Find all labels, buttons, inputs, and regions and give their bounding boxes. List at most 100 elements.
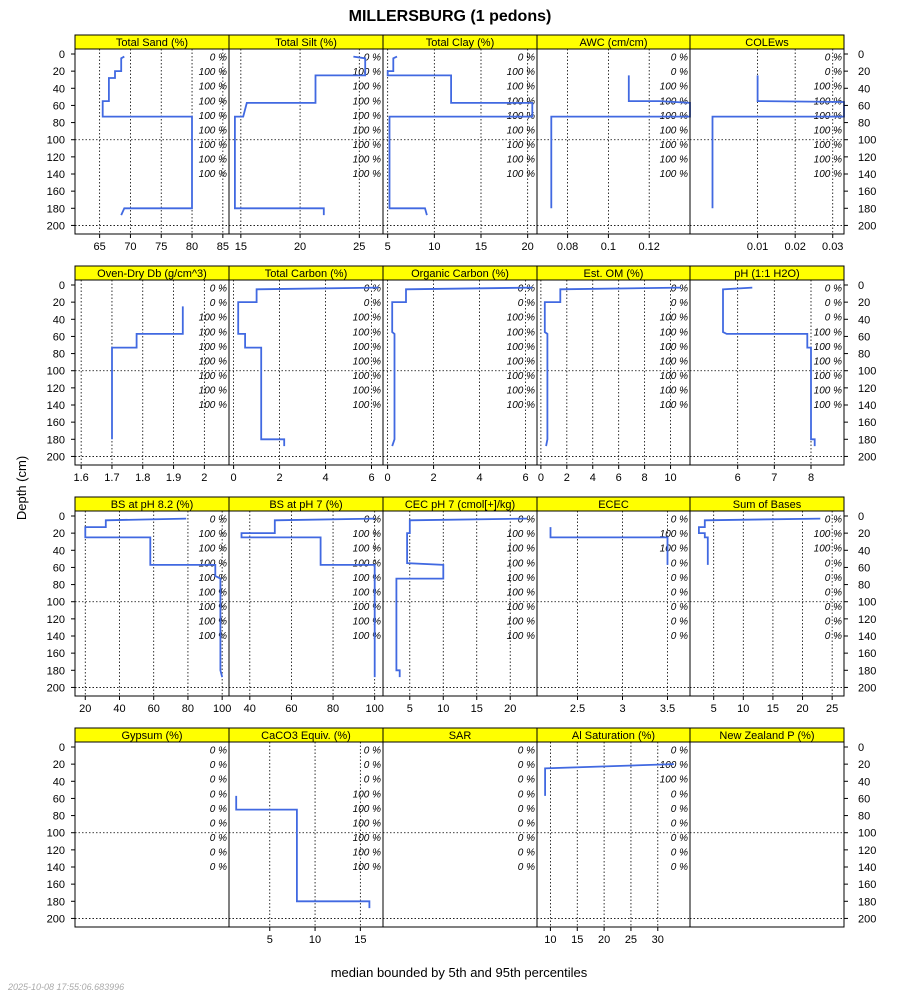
panel-frame: [689, 48, 845, 235]
y-tick-label: 180: [858, 203, 876, 215]
x-tick-label: 15: [471, 703, 483, 715]
percent-label: 0 %: [518, 833, 535, 844]
percent-label: 100 %: [507, 96, 535, 107]
panel: Oven-Dry Db (g/cm^3)0 %0 %100 %100 %100 …: [47, 265, 230, 484]
percent-label: 100 %: [199, 558, 227, 569]
x-tick-label: 0.12: [638, 241, 659, 253]
x-tick-label: 20: [522, 241, 534, 253]
profile-line: [233, 55, 367, 216]
percent-label: 100 %: [660, 400, 688, 411]
x-tick-label: 2: [431, 472, 437, 484]
x-tick-label: 4: [590, 472, 596, 484]
percent-label: 0 %: [825, 602, 842, 613]
x-tick-label: 5: [711, 703, 717, 715]
y-tick-label: 60: [53, 331, 65, 343]
percent-label: 0 %: [364, 746, 381, 757]
y-tick-label: 160: [47, 417, 65, 429]
percent-label: 100 %: [199, 313, 227, 324]
percent-label: 100 %: [507, 155, 535, 166]
y-tick-label: 160: [858, 186, 876, 198]
y-tick-label: 200: [858, 682, 876, 694]
percent-label: 100 %: [199, 573, 227, 584]
y-tick-label: 120: [858, 383, 876, 395]
percent-label: 100 %: [507, 313, 535, 324]
percent-label: 100 %: [353, 386, 381, 397]
y-tick-label: 20: [53, 528, 65, 540]
percent-label: 100 %: [814, 356, 842, 367]
x-tick-label: 8: [642, 472, 648, 484]
y-tick-label: 180: [858, 434, 876, 446]
x-tick-label: 75: [155, 241, 167, 253]
percent-label: 100 %: [814, 400, 842, 411]
x-tick-label: 10: [437, 703, 449, 715]
y-tick-label: 160: [858, 879, 876, 891]
percent-label: 0 %: [671, 573, 688, 584]
percent-label: 100 %: [507, 342, 535, 353]
percent-label: 0 %: [671, 789, 688, 800]
percent-label: 100 %: [199, 544, 227, 555]
percent-label: 100 %: [353, 818, 381, 829]
percent-label: 100 %: [660, 82, 688, 93]
percent-label: 0 %: [518, 746, 535, 757]
percent-label: 0 %: [364, 760, 381, 771]
percent-label: 0 %: [825, 558, 842, 569]
percent-label: 100 %: [660, 775, 688, 786]
panel: New Zealand P (%) 0 20 40 60 80 100 120 140 160 18…: [689, 727, 876, 928]
percent-label: 0 %: [210, 760, 227, 771]
percent-label: 100 %: [507, 82, 535, 93]
y-tick-label: 20: [53, 759, 65, 771]
percent-label: 100 %: [814, 327, 842, 338]
x-tick-label: 5: [385, 241, 391, 253]
percent-label: 0 %: [518, 775, 535, 786]
y-tick-label: 120: [47, 845, 65, 857]
percent-label: 100 %: [353, 529, 381, 540]
panel-title: Total Silt (%): [275, 37, 337, 49]
x-tick-label: 20: [79, 703, 91, 715]
y-tick-label: 140: [858, 169, 876, 181]
profile-line: [395, 517, 528, 678]
percent-label: 0 %: [210, 862, 227, 873]
x-tick-label: 0.08: [557, 241, 578, 253]
x-tick-label: 25: [353, 241, 365, 253]
y-tick-label: 20: [53, 66, 65, 78]
x-tick-label: 6: [616, 472, 622, 484]
y-tick-label: 180: [47, 434, 65, 446]
profile-line: [101, 55, 193, 216]
y-tick-label: 120: [47, 152, 65, 164]
percent-label: 100 %: [660, 760, 688, 771]
y-tick-label: 20: [858, 759, 870, 771]
y-tick-label: 100: [47, 597, 65, 609]
percent-label: 100 %: [353, 169, 381, 180]
x-tick-label: 25: [826, 703, 838, 715]
percent-label: 100 %: [353, 804, 381, 815]
percent-label: 0 %: [364, 53, 381, 64]
percent-label: 100 %: [507, 125, 535, 136]
percent-label: 0 %: [825, 284, 842, 295]
x-tick-label: 20: [796, 703, 808, 715]
x-tick-label: 8: [808, 472, 814, 484]
percent-label: 100 %: [199, 617, 227, 628]
percent-label: 100 %: [199, 111, 227, 122]
percent-label: 0 %: [210, 818, 227, 829]
percent-label: 0 %: [671, 631, 688, 642]
percent-label: 100 %: [353, 573, 381, 584]
y-tick-label: 80: [53, 349, 65, 361]
percent-label: 100 %: [353, 587, 381, 598]
percent-label: 100 %: [507, 631, 535, 642]
percent-label: 0 %: [210, 515, 227, 526]
panel-frame: [689, 510, 845, 697]
percent-label: 100 %: [507, 602, 535, 613]
panel-title: BS at pH 7 (%): [269, 499, 342, 511]
percent-label: 0 %: [518, 298, 535, 309]
x-tick-label: 100: [365, 703, 383, 715]
y-tick-label: 0: [858, 511, 864, 523]
percent-label: 100 %: [507, 386, 535, 397]
percent-label: 100 %: [507, 356, 535, 367]
percent-label: 100 %: [814, 82, 842, 93]
x-tick-label: 10: [428, 241, 440, 253]
panel-title: Organic Carbon (%): [411, 268, 509, 280]
percent-label: 100 %: [199, 82, 227, 93]
percent-label: 100 %: [814, 140, 842, 151]
percent-label: 100 %: [660, 313, 688, 324]
y-tick-label: 140: [47, 862, 65, 874]
